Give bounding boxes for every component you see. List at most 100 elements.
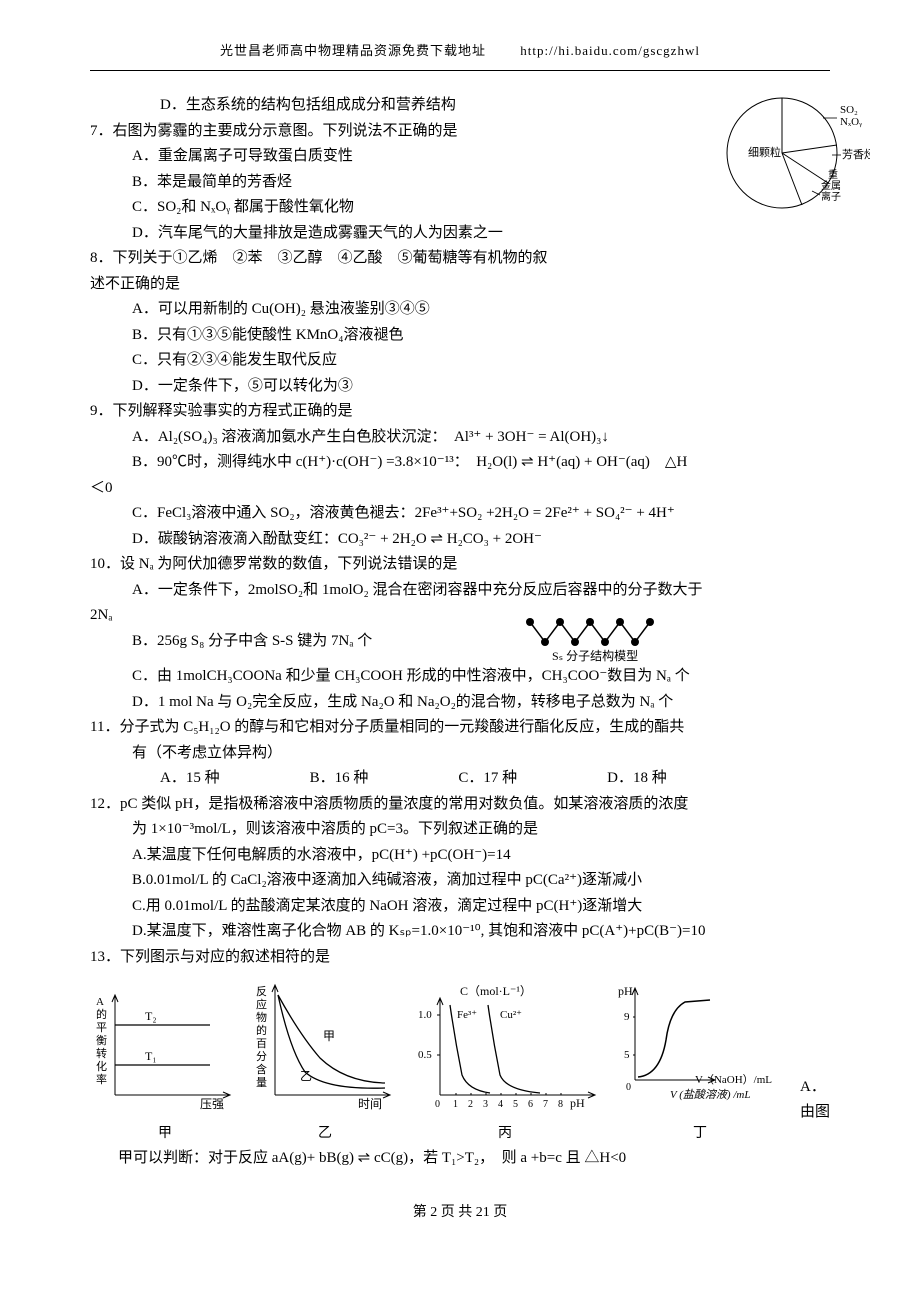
q10-a-cont: 2Nₐ [90, 603, 830, 629]
q10-a: A．一定条件下，2molSO₂和 1molO₂ 混合在密闭容器中充分反应后容器中… [132, 578, 830, 604]
content: 细颗粒 SO₂ NₓOᵧ 芳香烃 重 金属 离子 D．生态系统的结构包括组成成分… [90, 93, 830, 1171]
svg-text:pH: pH [618, 984, 633, 998]
pie-label-heavy3: 离子 [821, 190, 841, 203]
s8-molecule-diagram: Sₛ 分子结构模型 [520, 614, 660, 674]
header-url: http://hi.baidu.com/gscgzhwl [520, 43, 700, 58]
chart-bing: C（mol·L⁻¹） 1.0 0.5 0 1 2 3 4 5 6 7 8 [410, 980, 600, 1146]
q10-c: C．由 1molCH₃COONa 和少量 CH₃COOH 形成的中性溶液中，CH… [132, 664, 830, 690]
q9-a: A．Al₂(SO₄)₃ 溶液滴加氨水产生白色胶状沉淀： Al³⁺ + 3OH⁻ … [132, 425, 830, 451]
svg-text:时间: 时间 [358, 1097, 382, 1111]
q13-a-body: 甲可以判断：对于反应 aA(g)+ bB(g) ⇌ cC(g)，若 T₁>T₂，… [118, 1146, 830, 1172]
svg-text:pH: pH [570, 1096, 585, 1110]
q12-a: A.某温度下任何电解质的水溶液中，pC(H⁺) +pC(OH⁻)=14 [132, 843, 830, 869]
q12-c: C.用 0.01mol/L 的盐酸滴定某浓度的 NaOH 溶液，滴定过程中 pC… [132, 894, 830, 920]
charts-row: A 的 平 衡 转 化 率 T₂ T₁ 压强 甲 反 [90, 980, 830, 1146]
svg-text:反: 反 [256, 985, 267, 998]
svg-text:0.5: 0.5 [418, 1049, 432, 1061]
pie-label-fine: 细颗粒 [748, 145, 781, 159]
svg-text:5: 5 [624, 1049, 630, 1061]
chart-bing-label: 丙 [498, 1122, 512, 1146]
q8-a: A．可以用新制的 Cu(OH)₂ 悬浊液鉴别③④⑤ [132, 297, 830, 323]
svg-text:0: 0 [626, 1082, 631, 1093]
svg-text:1.0: 1.0 [418, 1009, 432, 1021]
header-divider [90, 70, 830, 71]
svg-text:T₁: T₁ [145, 1049, 157, 1063]
svg-text:平: 平 [96, 1022, 107, 1034]
q11-opt-c: C．17 种 [458, 766, 517, 792]
svg-text:量: 量 [256, 1076, 267, 1089]
q12-d: D.某温度下，难溶性离子化合物 AB 的 Kₛₚ=1.0×10⁻¹⁰, 其饱和溶… [132, 919, 830, 945]
chart-jia-label: 甲 [158, 1122, 172, 1146]
svg-text:率: 率 [96, 1072, 107, 1086]
svg-text:6: 6 [528, 1099, 533, 1110]
q11-opt-a: A．15 种 [160, 766, 220, 792]
q11-cont: 有（不考虑立体异构） [132, 741, 830, 767]
svg-text:Cu²⁺: Cu²⁺ [500, 1009, 522, 1021]
pie-label-aromatic: 芳香烃 [842, 147, 870, 161]
svg-text:A: A [96, 996, 104, 1008]
svg-text:乙: 乙 [300, 1069, 312, 1083]
svg-text:1: 1 [453, 1099, 458, 1110]
q9-b: B．90℃时，测得纯水中 c(H⁺)·c(OH⁻) =3.8×10⁻¹³： H₂… [132, 450, 830, 476]
header-title: 光世昌老师高中物理精品资源免费下载地址 [220, 43, 486, 58]
svg-text:7: 7 [543, 1099, 548, 1110]
svg-text:8: 8 [558, 1099, 563, 1110]
q9-d: D．碳酸钠溶液滴入酚酞变红：CO₃²⁻ + 2H₂O ⇌ H₂CO₃ + 2OH… [132, 527, 830, 553]
svg-text:V（NaOH）/mL: V（NaOH）/mL [695, 1073, 772, 1086]
svg-text:压强: 压强 [200, 1097, 224, 1111]
pie-label-heavy1: 重 [828, 168, 838, 181]
svg-text:C（mol·L⁻¹）: C（mol·L⁻¹） [460, 984, 532, 998]
q9-c: C．FeCl₃溶液中通入 SO₂，溶液黄色褪去：2Fe³⁺+SO₂ +2H₂O … [132, 501, 830, 527]
q8-b: B．只有①③⑤能使酸性 KMnO₄溶液褪色 [132, 323, 830, 349]
page-footer: 第 2 页 共 21 页 [90, 1201, 830, 1225]
chart-yi-label: 乙 [318, 1122, 332, 1146]
chart-ding-label: 丁 [693, 1122, 707, 1146]
svg-text:4: 4 [498, 1099, 503, 1110]
q8-c: C．只有②③④能发生取代反应 [132, 348, 830, 374]
chart-ding: pH 9 5 0 V（NaOH）/mL V (盐酸溶液) /mL 丁 [610, 980, 790, 1146]
svg-text:V (盐酸溶液) /mL: V (盐酸溶液) /mL [670, 1088, 750, 1101]
page-header: 光世昌老师高中物理精品资源免费下载地址 http://hi.baidu.com/… [90, 40, 830, 62]
svg-text:9: 9 [624, 1011, 630, 1023]
q8: 8．下列关于①乙烯 ②苯 ③乙醇 ④乙酸 ⑤葡萄糖等有机物的叙 [90, 246, 830, 272]
svg-text:的: 的 [96, 1007, 107, 1021]
q12: 12．pC 类似 pH，是指极稀溶液中溶质物质的量浓度的常用对数负值。如某溶液溶… [90, 792, 830, 818]
svg-text:Fe³⁺: Fe³⁺ [457, 1009, 477, 1021]
q10-d: D．1 mol Na 与 O₂完全反应，生成 Na₂O 和 Na₂O₂的混合物，… [132, 690, 830, 716]
q10-b: B．256g S₈ 分子中含 S-S 键为 7Nₐ 个 [132, 629, 830, 655]
svg-text:T₂: T₂ [145, 1009, 157, 1023]
q7: 7．右图为雾霾的主要成分示意图。下列说法不正确的是 [90, 119, 830, 145]
svg-text:3: 3 [483, 1099, 488, 1110]
s8-caption: Sₛ 分子结构模型 [552, 648, 638, 663]
svg-text:分: 分 [256, 1050, 267, 1063]
svg-text:的: 的 [256, 1023, 267, 1037]
svg-text:化: 化 [96, 1059, 107, 1073]
svg-text:5: 5 [513, 1099, 518, 1110]
svg-text:甲: 甲 [323, 1029, 335, 1043]
q12-cont: 为 1×10⁻³mol/L，则该溶液中溶质的 pC=3。下列叙述正确的是 [132, 817, 830, 843]
q13-a-prefix: A．由图 [800, 1075, 830, 1146]
q13: 13．下列图示与对应的叙述相符的是 [90, 945, 830, 971]
svg-text:物: 物 [256, 1010, 267, 1024]
svg-text:转: 转 [96, 1046, 107, 1060]
chart-jia: A 的 平 衡 转 化 率 T₂ T₁ 压强 甲 [90, 990, 240, 1146]
svg-text:2: 2 [468, 1099, 473, 1110]
pie-label-heavy2: 金属 [821, 179, 841, 192]
q11: 11．分子式为 C₅H₁₂O 的醇与和它相对分子质量相同的一元羧酸进行酯化反应，… [90, 715, 830, 741]
svg-text:应: 应 [256, 997, 267, 1011]
q10: 10．设 Nₐ 为阿伏加德罗常数的数值，下列说法错误的是 [90, 552, 830, 578]
svg-text:衡: 衡 [96, 1034, 107, 1047]
q9: 9．下列解释实验事实的方程式正确的是 [90, 399, 830, 425]
q11-opt-d: D．18 种 [607, 766, 667, 792]
q7-d: D．汽车尾气的大量排放是造成雾霾天气的人为因素之一 [132, 221, 830, 247]
pie-label-so2: SO₂ [840, 104, 858, 116]
svg-text:含: 含 [256, 1062, 267, 1076]
q8-cont: 述不正确的是 [90, 272, 830, 298]
svg-text:百: 百 [256, 1038, 267, 1050]
q12-b: B.0.01mol/L 的 CaCl₂溶液中逐滴加入纯碱溶液，滴加过程中 pC(… [132, 868, 830, 894]
chart-yi: 反 应 物 的 百 分 含 量 甲 乙 时间 乙 [250, 980, 400, 1146]
q11-opt-b: B．16 种 [310, 766, 369, 792]
svg-text:0: 0 [435, 1099, 440, 1110]
q8-d: D．一定条件下，⑤可以转化为③ [132, 374, 830, 400]
pie-chart: 细颗粒 SO₂ NₓOᵧ 芳香烃 重 金属 离子 [720, 83, 870, 223]
